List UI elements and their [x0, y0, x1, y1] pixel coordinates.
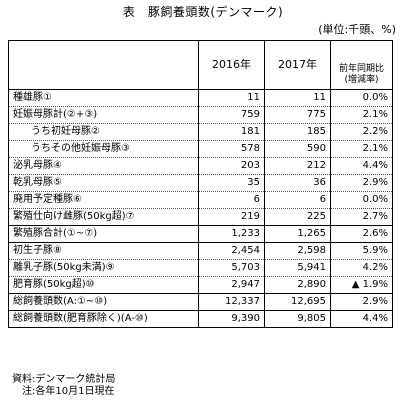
- value-2017: 6: [264, 191, 331, 209]
- header-yoy-line1: 前年同期比: [338, 64, 384, 74]
- value-2016: 578: [198, 140, 265, 158]
- table-row: 種雄豚① 11 11 0.0%: [8, 89, 393, 107]
- row-label: 総飼養頭数(肥育豚除く)(A-⑩): [8, 310, 199, 328]
- value-2017: 2,890: [264, 276, 331, 294]
- value-2016: 2,947: [198, 276, 265, 294]
- table-row: 繁殖豚合計(①~⑦) 1,233 1,265 2.6%: [8, 225, 393, 243]
- value-2016: 12,337: [198, 293, 265, 311]
- row-label: 総飼養頭数(A:①~⑩): [8, 293, 199, 311]
- row-label: うち初妊母豚②: [8, 123, 199, 141]
- value-yoy: 4.4%: [330, 310, 393, 328]
- value-yoy: ▲ 1.9%: [330, 276, 393, 294]
- value-2016: 181: [198, 123, 265, 141]
- table-notes: 資料:デンマーク統計局 注:各年10月1日現在: [12, 374, 115, 398]
- table-row: 泌乳母豚④ 203 212 4.4%: [8, 157, 393, 175]
- table-row: 総飼養頭数(A:①~⑩) 12,337 12,695 2.9%: [8, 293, 393, 311]
- header-yoy-line2: (増減率): [344, 75, 379, 85]
- row-label: 肥育豚(50kg超)⑩: [8, 276, 199, 294]
- value-2016: 35: [198, 174, 265, 192]
- row-label: 初生子豚⑧: [8, 242, 199, 260]
- value-yoy: 2.2%: [330, 123, 393, 141]
- value-2016: 9,390: [198, 310, 265, 328]
- table-row: 総飼養頭数(肥育豚除く)(A-⑩) 9,390 9,805 4.4%: [8, 310, 393, 328]
- value-2016: 759: [198, 106, 265, 124]
- value-yoy: 2.1%: [330, 140, 393, 158]
- header-item: [8, 40, 199, 90]
- value-yoy: 5.9%: [330, 242, 393, 260]
- value-yoy: 2.7%: [330, 208, 393, 226]
- value-2017: 9,805: [264, 310, 331, 328]
- value-yoy: 2.6%: [330, 225, 393, 243]
- row-label: 泌乳母豚④: [8, 157, 199, 175]
- value-2017: 36: [264, 174, 331, 192]
- table-row: 繁殖仕向け雌豚(50kg超)⑦ 219 225 2.7%: [8, 208, 393, 226]
- value-2016: 11: [198, 89, 265, 107]
- pig-inventory-table: 2016年 2017年 前年同期比 (増減率) 種雄豚① 11 11 0.0% …: [8, 40, 393, 328]
- value-yoy: 2.9%: [330, 174, 393, 192]
- row-label: 乾乳母豚⑤: [8, 174, 199, 192]
- table-row: うち初妊母豚② 181 185 2.2%: [8, 123, 393, 141]
- value-2016: 5,703: [198, 259, 265, 277]
- header-2016: 2016年: [198, 40, 265, 90]
- table-row: うちその他妊娠母豚③ 578 590 2.1%: [8, 140, 393, 158]
- value-yoy: 0.0%: [330, 89, 393, 107]
- value-yoy: 4.2%: [330, 259, 393, 277]
- value-yoy: 4.4%: [330, 157, 393, 175]
- row-label: うちその他妊娠母豚③: [8, 140, 199, 158]
- value-yoy: 2.1%: [330, 106, 393, 124]
- value-2016: 1,233: [198, 225, 265, 243]
- row-label: 繁殖豚合計(①~⑦): [8, 225, 199, 243]
- value-2017: 225: [264, 208, 331, 226]
- table-row: 初生子豚⑧ 2,454 2,598 5.9%: [8, 242, 393, 260]
- value-2017: 11: [264, 89, 331, 107]
- table-row: 肥育豚(50kg超)⑩ 2,947 2,890 ▲ 1.9%: [8, 276, 393, 294]
- value-2017: 185: [264, 123, 331, 141]
- value-2017: 212: [264, 157, 331, 175]
- table-title: 表 豚飼養頭数(デンマーク): [122, 5, 284, 19]
- value-2017: 1,265: [264, 225, 331, 243]
- row-label: 離乳子豚(50kg未満)⑨: [8, 259, 199, 277]
- value-2017: 5,941: [264, 259, 331, 277]
- row-label: 種雄豚①: [8, 89, 199, 107]
- value-2017: 12,695: [264, 293, 331, 311]
- table-row: 離乳子豚(50kg未満)⑨ 5,703 5,941 4.2%: [8, 259, 393, 277]
- header-yoy: 前年同期比 (増減率): [330, 40, 393, 90]
- value-2016: 6: [198, 191, 265, 209]
- value-2016: 203: [198, 157, 265, 175]
- value-2017: 590: [264, 140, 331, 158]
- value-yoy: 2.9%: [330, 293, 393, 311]
- header-2017: 2017年: [264, 40, 331, 90]
- row-label: 妊娠母豚計(②+③): [8, 106, 199, 124]
- row-label: 繁殖仕向け雌豚(50kg超)⑦: [8, 208, 199, 226]
- date-note: 注:各年10月1日現在: [22, 386, 115, 397]
- value-yoy: 0.0%: [330, 191, 393, 209]
- value-2016: 219: [198, 208, 265, 226]
- value-2017: 2,598: [264, 242, 331, 260]
- table-row: 乾乳母豚⑤ 35 36 2.9%: [8, 174, 393, 192]
- row-label: 廃用予定種豚⑥: [8, 191, 199, 209]
- table-row: 廃用予定種豚⑥ 6 6 0.0%: [8, 191, 393, 209]
- source-note: 資料:デンマーク統計局: [12, 374, 116, 385]
- unit-label: (単位:千頭、%): [318, 23, 396, 36]
- value-2016: 2,454: [198, 242, 265, 260]
- table-row: 妊娠母豚計(②+③) 759 775 2.1%: [8, 106, 393, 124]
- table-header-row: 2016年 2017年 前年同期比 (増減率): [8, 40, 393, 90]
- value-2017: 775: [264, 106, 331, 124]
